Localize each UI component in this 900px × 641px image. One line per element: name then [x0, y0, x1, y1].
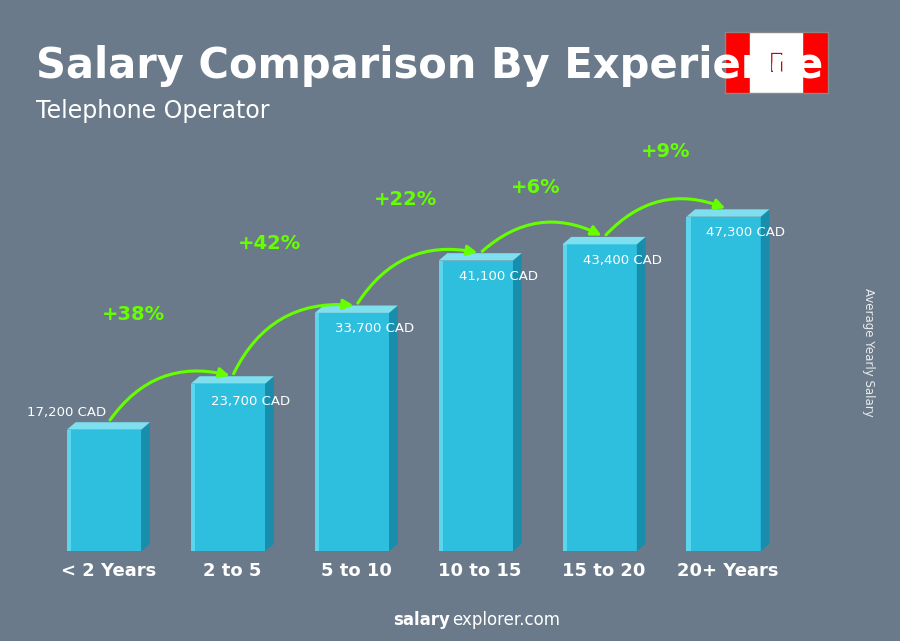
- Text: explorer.com: explorer.com: [452, 611, 560, 629]
- Bar: [802, 32, 828, 93]
- Polygon shape: [687, 217, 760, 551]
- Polygon shape: [67, 429, 141, 551]
- Text: salary: salary: [393, 611, 450, 629]
- Polygon shape: [67, 429, 71, 551]
- Polygon shape: [389, 306, 398, 551]
- Polygon shape: [687, 210, 770, 217]
- Text: Telephone Operator: Telephone Operator: [36, 99, 269, 123]
- Polygon shape: [266, 376, 274, 551]
- Polygon shape: [141, 422, 150, 551]
- Polygon shape: [760, 210, 770, 551]
- Bar: [751, 32, 802, 93]
- Polygon shape: [562, 244, 567, 551]
- Polygon shape: [637, 237, 645, 551]
- Text: 17,200 CAD: 17,200 CAD: [27, 406, 106, 419]
- Polygon shape: [191, 383, 266, 551]
- Text: 43,400 CAD: 43,400 CAD: [582, 254, 662, 267]
- Polygon shape: [513, 253, 522, 551]
- Text: 33,700 CAD: 33,700 CAD: [335, 322, 414, 335]
- Polygon shape: [191, 383, 195, 551]
- Text: 41,100 CAD: 41,100 CAD: [459, 270, 537, 283]
- Polygon shape: [687, 217, 691, 551]
- Text: +38%: +38%: [102, 305, 165, 324]
- Polygon shape: [562, 237, 645, 244]
- Polygon shape: [438, 260, 443, 551]
- Text: +6%: +6%: [511, 178, 561, 197]
- Polygon shape: [315, 306, 398, 313]
- Text: 🍁: 🍁: [770, 53, 783, 72]
- Text: +9%: +9%: [641, 142, 690, 162]
- Bar: [724, 32, 751, 93]
- Text: 23,700 CAD: 23,700 CAD: [211, 395, 290, 408]
- Polygon shape: [315, 313, 389, 551]
- Polygon shape: [191, 376, 274, 383]
- Polygon shape: [438, 260, 513, 551]
- Text: Average Yearly Salary: Average Yearly Salary: [862, 288, 875, 417]
- Text: 47,300 CAD: 47,300 CAD: [706, 226, 786, 239]
- Text: +22%: +22%: [374, 190, 437, 210]
- Polygon shape: [67, 422, 150, 429]
- Polygon shape: [438, 253, 522, 260]
- Polygon shape: [562, 244, 637, 551]
- Text: +42%: +42%: [238, 235, 302, 253]
- Text: Salary Comparison By Experience: Salary Comparison By Experience: [36, 45, 824, 87]
- Polygon shape: [315, 313, 320, 551]
